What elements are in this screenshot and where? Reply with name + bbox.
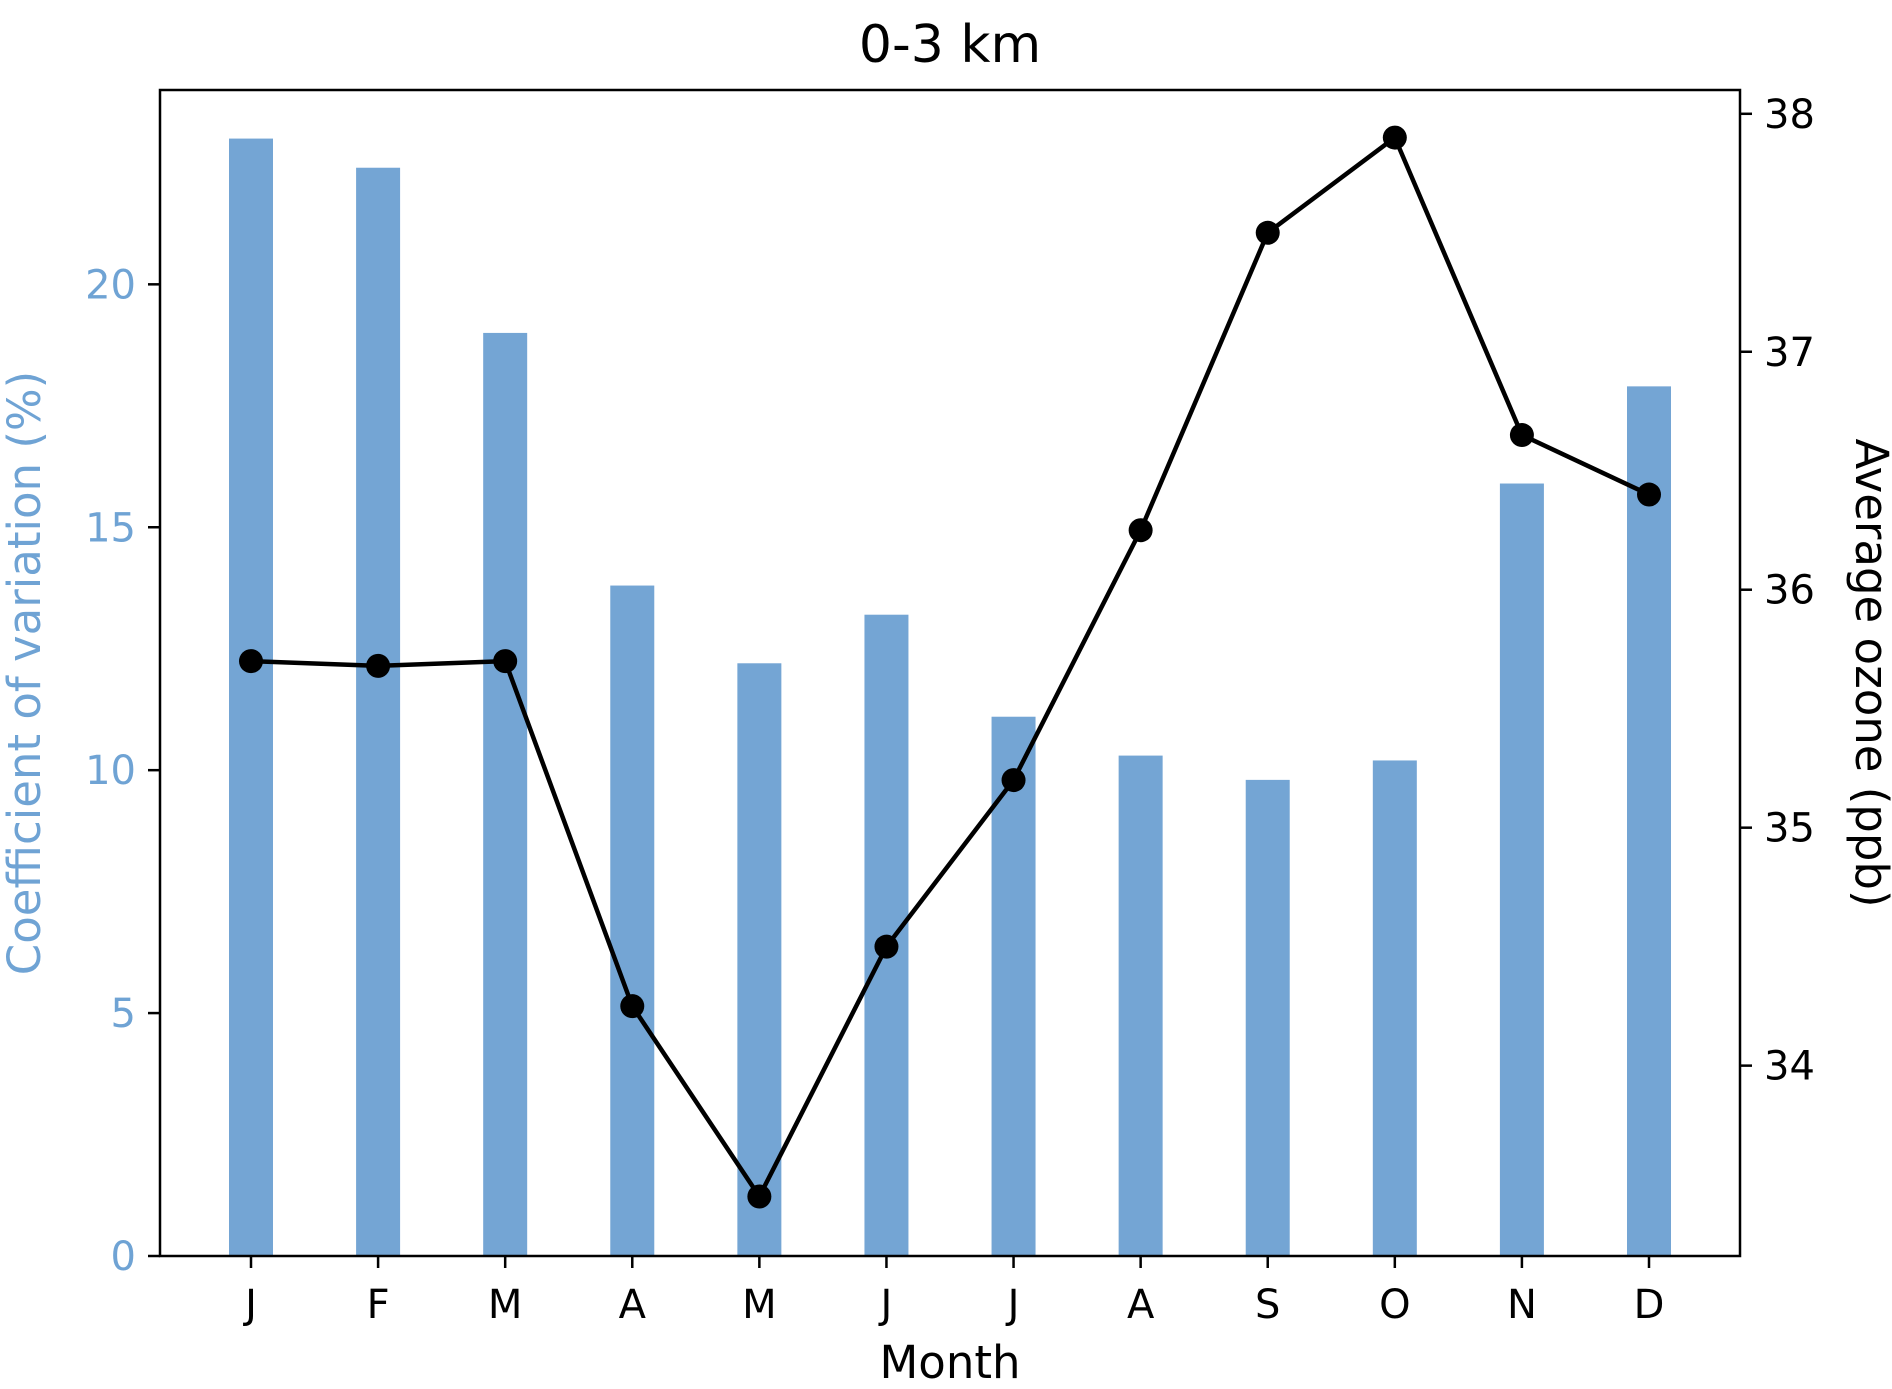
ozone-marker-9 [1382,125,1407,150]
bar-month-10 [1499,483,1544,1256]
chart-title: 0-3 km [859,15,1041,75]
x-tick-label: M [742,1282,777,1328]
right-tick-label: 37 [1764,330,1815,376]
right-tick-label: 36 [1764,568,1815,614]
x-tick-label: A [1127,1282,1155,1328]
bar-month-8 [1245,779,1290,1256]
right-y-axis-label: Average ozone (ppb) [1845,438,1892,907]
ozone-line [250,135,1650,1199]
left-tick-label: 5 [111,991,136,1037]
x-tick-label: F [367,1282,390,1328]
x-axis-label: Month [879,1336,1020,1389]
left-y-axis-label: Coefficient of variation (%) [0,371,51,975]
x-tick-label: J [878,1282,893,1328]
x-tick-label: J [1005,1282,1020,1328]
bar-month-4 [737,663,782,1256]
left-tick-label: 0 [111,1234,136,1280]
bar-month-9 [1372,760,1417,1256]
bar-month-2 [483,332,528,1257]
ozone-marker-0 [239,649,263,674]
left-tick-label: 15 [85,505,136,551]
bar-month-7 [1118,755,1163,1256]
x-tick-label: J [242,1282,257,1328]
right-tick-label: 34 [1764,1044,1815,1090]
bar-month-0 [229,138,273,1256]
ozone-marker-5 [874,934,899,959]
bar-month-6 [991,716,1036,1256]
x-tick-label: M [488,1282,523,1328]
ozone-marker-10 [1509,423,1534,448]
ozone-marker-1 [366,653,391,678]
ozone-marker-11 [1637,482,1661,507]
left-tick-label: 20 [85,262,136,308]
ozone-marker-8 [1255,220,1280,245]
ozone-marker-4 [747,1184,772,1209]
right-tick-label: 35 [1764,806,1815,852]
x-tick-label: A [619,1282,647,1328]
bar-month-1 [356,167,401,1256]
ozone-marker-3 [620,994,645,1019]
right-tick-label: 38 [1764,92,1815,138]
x-tick-label: N [1507,1282,1537,1328]
x-tick-label: O [1379,1282,1410,1328]
ozone-marker-2 [493,649,518,674]
x-tick-label: D [1634,1282,1665,1328]
ozone-marker-7 [1128,518,1153,543]
x-tick-label: S [1255,1282,1280,1328]
axes-spines [158,88,1742,1258]
bar-month-11 [1627,386,1671,1256]
bar-month-3 [610,585,655,1256]
left-tick-label: 10 [85,748,136,794]
ozone-marker-6 [1001,768,1026,793]
